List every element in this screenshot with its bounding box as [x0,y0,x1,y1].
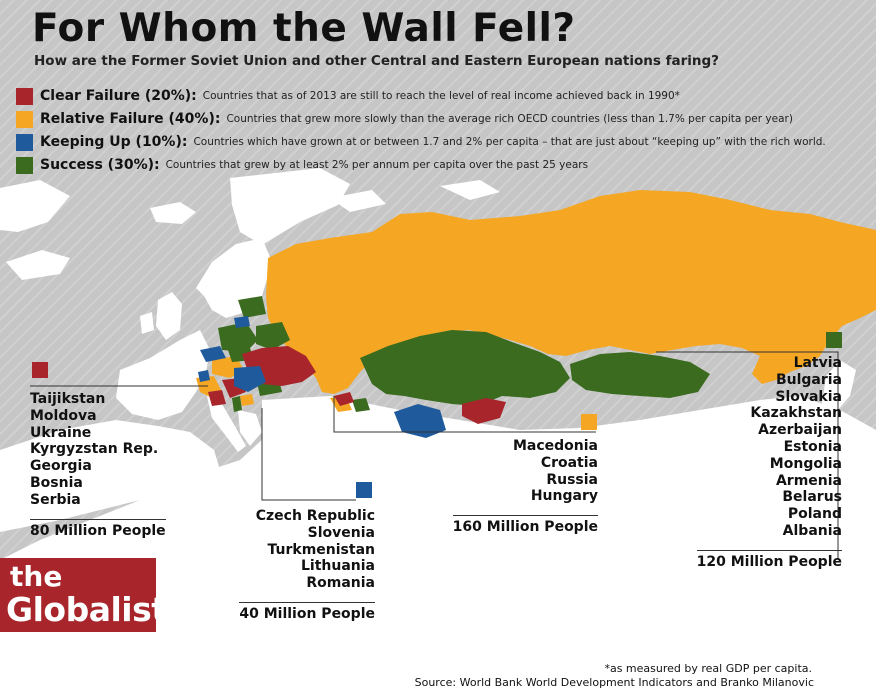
iceland-land [150,202,196,224]
ireland-land [140,312,154,334]
greenland-land [230,168,350,245]
legend-clear-failure: Clear Failure (20%): Countries that as o… [16,87,680,105]
group-marker-success [826,332,842,348]
legend-swatch-relative-failure [16,110,33,128]
country-name: Armenia [775,472,842,489]
country-name: Bulgaria [775,371,842,388]
country-name: Mongolia [769,455,842,472]
baltic-region [238,296,266,318]
country-name: Kyrgyzstan Rep. [30,441,159,458]
country-name: Macedonia [512,438,598,454]
country-name: Romania [306,575,375,592]
source-note: Source: World Bank World Development Ind… [414,676,814,689]
group-keeping-up: Czech Republic Slovenia Turkmenistan Lithua… [239,508,375,623]
italy-land [206,392,246,452]
country-name: Latvia [793,355,842,371]
legend-desc: Countries that as of 2013 are still to r… [202,90,680,102]
globalist-logo: the Globalist [0,558,167,632]
country-name: Kazakhstan [750,405,842,422]
group-success: Latvia Bulgaria Slovakia Kazakhstan Azerbaij… [696,355,842,571]
country-name: Azerbaijan [758,422,842,439]
legend-desc: Countries which have grown at or between… [193,136,826,148]
group-relative-failure: Macedonia Croatia Russia Hungary 160 Million… [452,438,598,536]
north-africa-land [0,420,220,532]
country-name: Turkmenistan [267,541,375,558]
romania-region [234,366,266,392]
population-total: 40 Million People [239,601,375,623]
population-total: 160 Million People [452,515,598,536]
population-total: 80 Million People [30,518,166,540]
legend-label: Success (30%): [40,157,160,173]
logo-line1: the [10,560,63,593]
mongolia-region [570,352,710,398]
legend-swatch-clear-failure [16,87,33,105]
greece-land [238,410,262,446]
country-name: Serbia [30,491,81,508]
footnote: *as measured by real GDP per capita. [604,662,812,675]
logo-line2: Globalist [6,590,167,629]
western-europe-land [116,330,210,420]
czech-region [200,346,226,362]
legend-desc: Countries that grew by at least 2% per a… [165,159,589,171]
country-name: Poland [787,506,842,523]
legend-label: Keeping Up (10%): [40,134,188,150]
lithuania-region [234,316,250,328]
country-name: Taijikstan [30,391,106,407]
country-name: Estonia [783,438,842,455]
belarus-region [256,322,290,350]
legend-keeping-up: Keeping Up (10%): Countries which have g… [16,133,826,151]
group-marker-relative-failure [581,414,597,430]
arctic-islands-land-2 [330,190,386,212]
country-name: Croatia [540,454,598,471]
country-name: Lithuania [300,558,375,575]
legend-swatch-success [16,156,33,174]
country-name: Ukraine [30,424,92,441]
macedonia-region [240,394,254,406]
arctic-islands-land [440,180,500,200]
country-name: Georgia [30,458,92,475]
page-title: For Whom the Wall Fell? [32,6,576,51]
north-america-land [0,180,70,232]
canada-islands-land [6,250,70,280]
country-name: Belarus [782,489,842,506]
legend-desc: Countries that grew more slowly than the… [226,113,793,125]
population-total: 120 Million People [696,549,842,571]
legend-success: Success (30%): Countries that grew by at… [16,156,588,174]
slovenia-region [198,370,210,382]
group-clear-failure: Taijikstan Moldova Ukraine Kyrgyzstan Rep. G… [30,391,166,539]
country-name: Moldova [30,407,97,424]
country-name: Russia [546,471,598,488]
country-name: Hungary [530,488,598,505]
group-marker-clear-failure [32,362,48,378]
page-subtitle: How are the Former Soviet Union and othe… [34,53,719,69]
poland-region [218,322,258,352]
country-name: Bosnia [30,474,83,491]
legend-label: Clear Failure (20%): [40,88,197,104]
kazakhstan-region [360,330,570,406]
russia-region [266,190,876,394]
country-name: Slovakia [775,388,842,405]
group-marker-keeping-up [356,482,372,498]
bosnia-region [208,390,226,406]
legend-relative-failure: Relative Failure (40%): Countries that g… [16,110,793,128]
legend-swatch-keeping-up [16,133,33,151]
country-name: Slovenia [307,524,375,541]
uk-land [156,292,182,340]
albania-region [232,396,242,412]
country-name: Czech Republic [255,508,375,524]
country-name: Albania [782,522,842,539]
legend-label: Relative Failure (40%): [40,111,221,127]
